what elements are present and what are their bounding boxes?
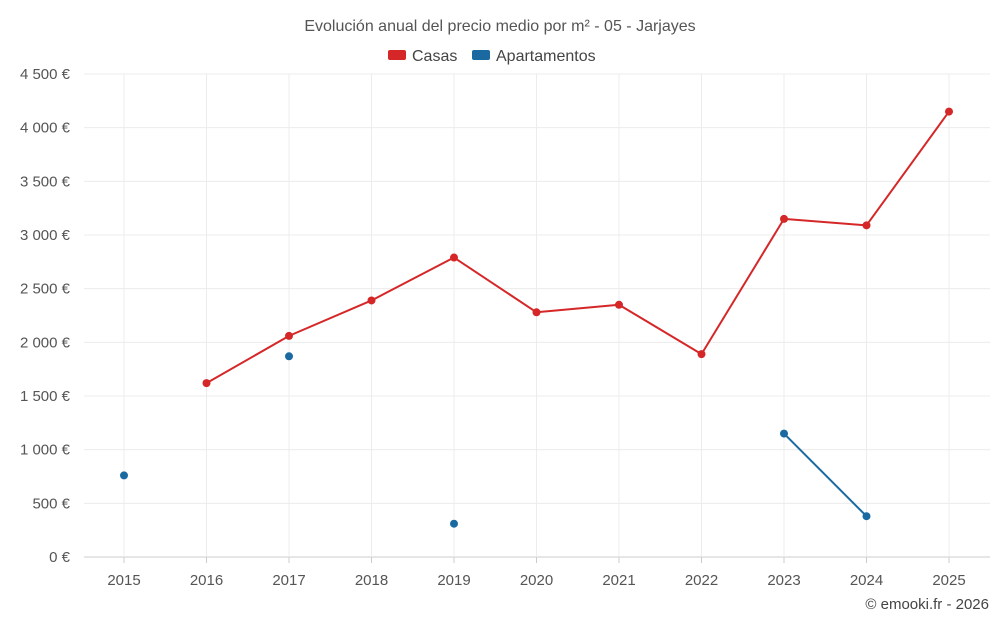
- data-point-apartamentos-2023[interactable]: [780, 429, 788, 438]
- data-point-apartamentos-2015[interactable]: [120, 471, 128, 480]
- x-tick-label: 2016: [190, 572, 223, 589]
- x-tick-label: 2021: [602, 572, 635, 589]
- data-point-apartamentos-2024[interactable]: [862, 512, 871, 521]
- x-axis: 2015 2016 2017 2018 2019 2020 2021 2022 2023 2024…: [107, 557, 966, 589]
- x-tick-label: 2024: [850, 572, 883, 589]
- data-point-apartamentos-2017[interactable]: [285, 352, 293, 361]
- y-tick-label: 500 €: [32, 495, 70, 512]
- data-point-casas-2016[interactable]: [202, 379, 211, 388]
- series-line-apartamentos: [783, 432, 868, 518]
- credit-text: © emooki.fr - 2026: [865, 596, 989, 613]
- series-line-casas: [205, 334, 290, 385]
- y-tick-label: 3 000 €: [20, 227, 71, 244]
- y-tick-label: 1 000 €: [20, 442, 71, 459]
- x-tick-label: 2019: [437, 572, 470, 589]
- legend: Casas Apartamentos: [388, 48, 596, 65]
- x-tick-label: 2018: [355, 572, 388, 589]
- data-point-casas-2025[interactable]: [945, 107, 953, 116]
- x-tick-label: 2025: [932, 572, 965, 589]
- y-tick-label: 2 000 €: [20, 334, 71, 351]
- x-tick-label: 2015: [107, 572, 140, 589]
- legend-label-casas[interactable]: Casas: [412, 48, 457, 65]
- data-point-casas-2024[interactable]: [862, 221, 871, 230]
- data-point-casas-2018[interactable]: [367, 296, 376, 305]
- series-line-casas: [618, 303, 703, 356]
- data-point-apartamentos-2019[interactable]: [450, 519, 458, 528]
- series-lines: [205, 110, 950, 518]
- chart-title: Evolución anual del precio medio por m² …: [304, 18, 695, 35]
- data-point-casas-2021[interactable]: [615, 300, 623, 309]
- y-tick-label: 1 500 €: [20, 388, 71, 405]
- series-line-casas: [453, 256, 538, 314]
- data-point-casas-2017[interactable]: [285, 331, 293, 340]
- y-tick-label: 2 500 €: [20, 281, 71, 298]
- series-line-casas: [700, 217, 785, 356]
- legend-label-apartamentos[interactable]: Apartamentos: [496, 48, 596, 65]
- x-tick-label: 2023: [767, 572, 800, 589]
- series-line-casas: [783, 217, 868, 227]
- y-tick-label: 4 000 €: [20, 120, 71, 137]
- data-point-casas-2022[interactable]: [697, 350, 706, 359]
- legend-swatch-apartamentos: [472, 50, 490, 60]
- x-tick-label: 2022: [685, 572, 718, 589]
- y-tick-label: 3 500 €: [20, 173, 71, 190]
- series-line-casas: [370, 256, 455, 302]
- series-line-casas: [288, 299, 373, 337]
- data-point-casas-2023[interactable]: [780, 214, 788, 223]
- data-point-casas-2019[interactable]: [450, 253, 458, 262]
- legend-swatch-casas: [388, 50, 406, 60]
- x-tick-label: 2020: [520, 572, 553, 589]
- series-line-casas: [865, 110, 950, 227]
- x-tick-label: 2017: [272, 572, 305, 589]
- y-axis: 0 € 500 € 1 000 € 1 500 € 2 000 € 2 500 € 3 00…: [20, 66, 71, 566]
- series-points: [120, 107, 953, 528]
- data-point-casas-2020[interactable]: [532, 308, 541, 317]
- y-tick-label: 4 500 €: [20, 66, 71, 83]
- grid: [84, 73, 990, 558]
- y-tick-label: 0 €: [49, 549, 71, 566]
- series-line-casas: [535, 303, 620, 314]
